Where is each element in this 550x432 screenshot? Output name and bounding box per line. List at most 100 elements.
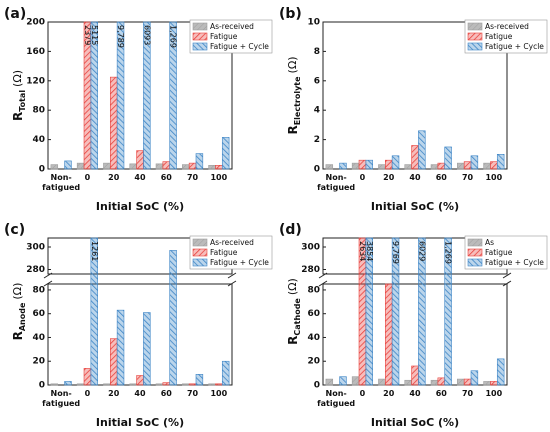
bar [195,153,204,170]
bar [457,162,465,170]
y-tick-label: 4 [314,106,320,116]
bar [129,383,137,386]
x-tick-label: Non-fatigued [317,173,356,192]
bar [169,21,177,170]
x-tick-label: 0 [84,389,91,398]
x-tick-label: 100 [210,173,228,182]
legend-swatch [467,258,483,267]
y-label-unit: (Ω) [286,278,299,295]
bar [437,162,446,170]
bar [483,381,491,386]
legend-label: As [485,238,494,247]
y-label-sub: Cathode [293,298,302,336]
bar [129,163,137,170]
x-tick-label-box: Non-fatigued [317,389,355,408]
x-tick-label-box: 70 [186,389,199,398]
bar [208,165,216,170]
y-axis-label: RAnode (Ω) [11,283,27,341]
legend-swatch [192,248,208,257]
bar [339,376,347,386]
bar [143,21,151,170]
x-tick-label-box: 20 [383,173,395,182]
x-tick-label: 0 [359,173,366,182]
x-tick-label: 20 [383,173,395,182]
y-tick-label: 80 [307,285,320,295]
bar [64,381,72,386]
legend-swatch [467,32,483,41]
bar [188,162,197,170]
value-label: 1,269 [169,25,178,48]
bar [411,365,419,386]
y-tick-label: 60 [32,309,45,319]
bar [103,383,111,386]
y-tick-label: 280 [301,265,320,275]
x-tick-label: 20 [108,173,120,182]
bar [496,154,505,170]
value-label: 9,769 [391,241,400,264]
legend-swatch [192,32,208,41]
y-tick-label: 20 [307,357,320,367]
value-label: 5115 [90,25,99,45]
break-gap [503,275,511,283]
bar [221,360,230,386]
legend-swatch [192,258,208,267]
legend-label: Fatigue + Cycle [485,258,544,267]
x-tick-label: 20 [108,389,120,398]
x-tick-label: 40 [409,389,421,398]
bar [391,237,400,386]
y-tick-label: 160 [26,47,45,57]
bar [155,163,164,170]
y-label-main: R [11,112,25,121]
y-tick-label: 0 [39,381,45,391]
break-mark [43,272,53,279]
x-tick-label: 40 [134,389,146,398]
bar [76,162,85,170]
bar [215,165,223,170]
x-axis-label: Initial SoC (%) [96,416,184,429]
x-tick-label: 100 [485,173,503,182]
y-tick-label: 8 [314,47,320,57]
value-label: 6093 [142,25,151,45]
x-tick-label: 60 [160,173,172,182]
x-tick-label: 60 [435,173,447,182]
break-mark [502,272,512,279]
bar [83,368,92,386]
x-tick-label-box: 20 [108,389,120,398]
x-tick-label-box: 40 [409,173,420,182]
x-tick-label: 100 [485,389,503,398]
bar [384,283,393,386]
bar [188,383,197,386]
x-axis-label: Initial SoC (%) [371,416,459,429]
y-tick-label: 0 [314,381,320,391]
bar [182,383,190,386]
value-label: 2379 [83,25,92,45]
value-label: 9,789 [116,25,125,48]
y-tick-label: 2 [314,135,320,145]
y-label-sub: Total [18,90,27,112]
bar [208,383,216,386]
break-mark [227,280,237,287]
x-tick-label: 70 [186,389,199,398]
value-label: 1,269 [444,241,453,264]
x-tick-label: 70 [186,173,199,182]
bar [143,312,151,386]
x-tick-label-box: 20 [383,389,394,398]
bar [463,161,472,170]
y-axis-label: RTotal (Ω) [11,70,27,121]
x-tick-label-box: 100 [485,173,503,182]
x-tick-label-box: 0 [360,389,366,398]
y-label-main: R [11,331,25,340]
x-tick-label: 70 [461,389,474,398]
break-mark [318,272,328,279]
y-label-main: R [286,125,300,134]
legend-label: As-received [485,22,529,31]
bar [103,162,111,170]
x-tick-label: 0 [84,173,91,182]
bar [404,164,412,170]
bar [391,155,400,170]
